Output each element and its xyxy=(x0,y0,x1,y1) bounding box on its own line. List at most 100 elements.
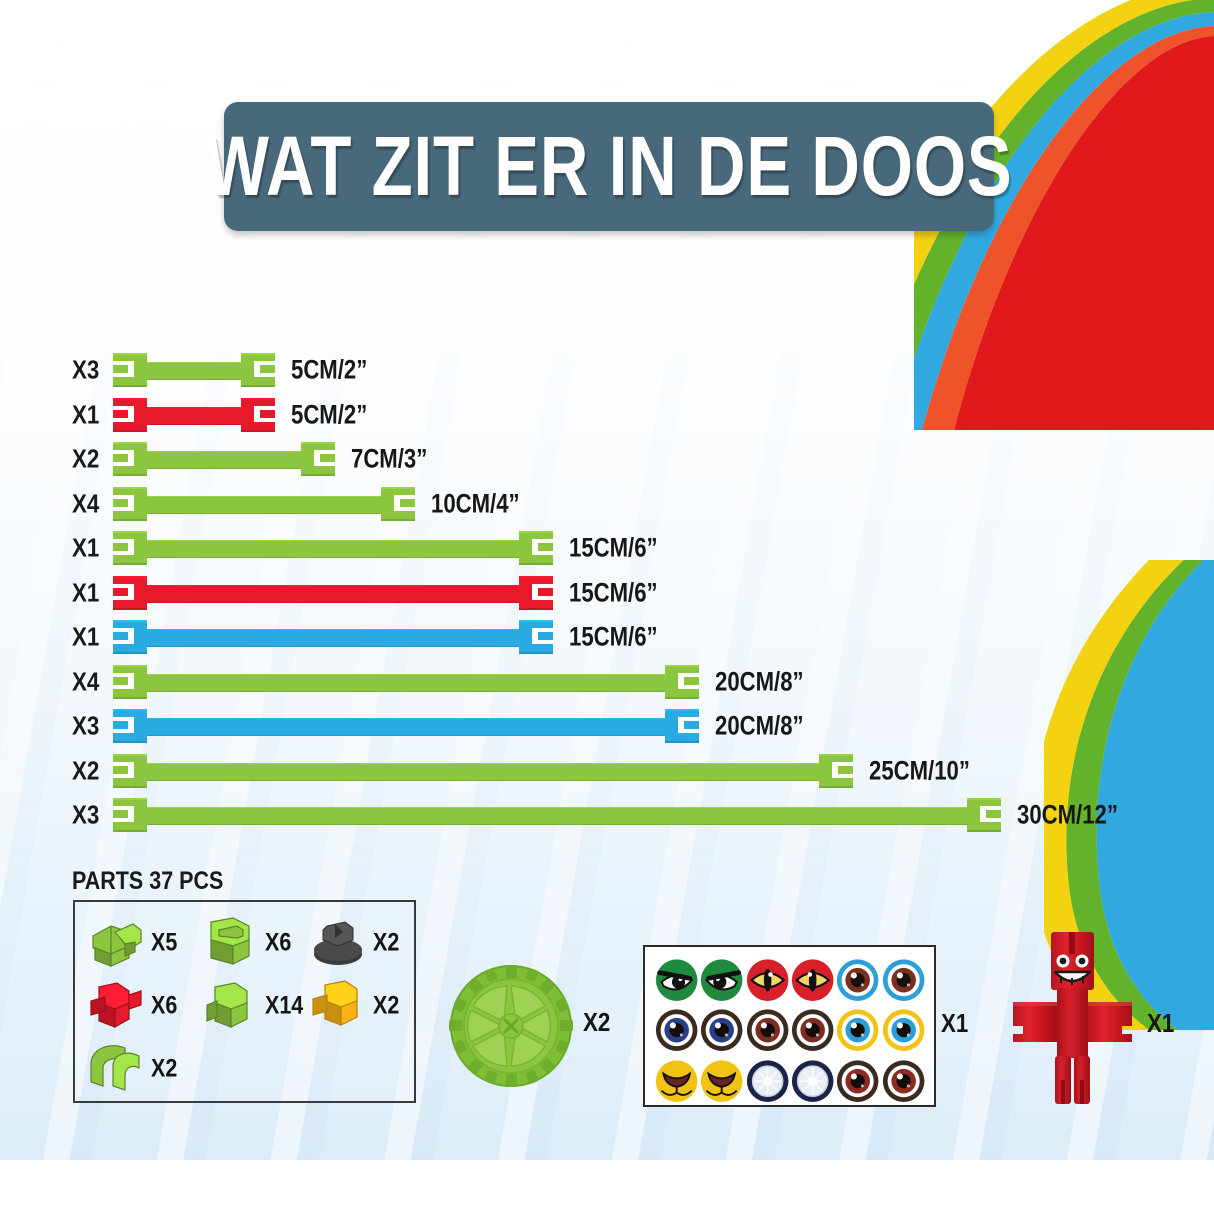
rod-qty: X3 xyxy=(72,799,100,830)
rod-graphic xyxy=(113,620,553,654)
rod-length-label: 15CM/6” xyxy=(569,621,658,652)
parts-box: X5 X6 X2 X6 X14 xyxy=(73,900,416,1103)
parts-heading: PARTS 37 PCS xyxy=(72,867,224,895)
figure-qty: X1 xyxy=(1147,1008,1175,1038)
rod-qty: X3 xyxy=(72,710,100,741)
rod-connector-end xyxy=(519,620,553,654)
rod-length-label: 5CM/2” xyxy=(291,399,368,429)
cap-disc-icon xyxy=(307,912,369,974)
sticker-cat-red-left xyxy=(745,955,790,1005)
rod-graphic xyxy=(113,664,699,699)
bottom-white-margin xyxy=(0,1160,1214,1214)
rod-row: X1 15CM/6” xyxy=(0,526,1214,570)
rod-connector-end xyxy=(665,709,699,743)
rod-length-label: 15CM/6” xyxy=(569,532,658,563)
part-qty: X6 xyxy=(151,991,178,1020)
sticker-ring-dark-brown-r xyxy=(790,1005,835,1055)
rod-qty: X1 xyxy=(72,621,100,652)
rod-graphic xyxy=(113,442,335,476)
rod-row: X4 20CM/8” xyxy=(0,660,1214,704)
rod-qty: X4 xyxy=(72,488,100,518)
rod-qty: X1 xyxy=(72,577,100,607)
rod-graphic xyxy=(113,709,699,743)
part-qty: X14 xyxy=(265,991,304,1020)
title-plate: WAT ZIT ER IN DE DOOS xyxy=(205,102,1013,231)
rod-connector-end xyxy=(113,753,147,788)
rod-graphic xyxy=(113,798,1001,832)
rod-connector-end xyxy=(967,798,1001,832)
connector-side-clip-icon xyxy=(199,912,261,974)
rod-length-label: 5CM/2” xyxy=(291,354,368,385)
rod-length-label: 20CM/8” xyxy=(715,710,804,741)
part-qty: X2 xyxy=(151,1054,178,1083)
rod-row: X2 25CM/10” xyxy=(0,749,1214,793)
sticker-ring-blue-brown-r xyxy=(881,955,926,1005)
sticker-grid xyxy=(654,955,926,1102)
sticker-ring-yellow-blue-r xyxy=(881,1005,926,1055)
sticker-nose-yellow-left xyxy=(654,1056,699,1106)
sticker-ring-brown-red-l xyxy=(835,1056,880,1106)
wheel-qty: X2 xyxy=(583,1007,611,1037)
sticker-ring-blue-brown-l xyxy=(835,955,880,1005)
rod-connector-end xyxy=(819,753,853,788)
sticker-ring-dark-blue-l xyxy=(654,1005,699,1055)
part-entry: X5 xyxy=(85,912,193,974)
sticker-nose-yellow-right xyxy=(699,1056,744,1106)
part-entry: X14 xyxy=(199,975,307,1037)
rod-graphic xyxy=(113,753,853,788)
rod-connector-end xyxy=(113,709,147,743)
part-entry: X2 xyxy=(307,975,415,1037)
sticker-cat-red-right xyxy=(790,955,835,1005)
rod-qty: X3 xyxy=(72,354,100,385)
rod-connector-end xyxy=(113,575,147,610)
part-entry: X2 xyxy=(85,1038,193,1100)
rod-row: X2 7CM/3” xyxy=(0,437,1214,481)
rod-connector-end xyxy=(241,397,275,432)
part-qty: X2 xyxy=(373,928,400,957)
page-title: WAT ZIT ER IN DE DOOS xyxy=(205,119,1013,213)
rod-graphic xyxy=(113,531,553,565)
rod-qty: X4 xyxy=(72,666,100,696)
red-character-figure-icon xyxy=(1005,928,1140,1108)
rod-connector-end xyxy=(381,486,415,521)
sticker-ring-brown-red-r xyxy=(881,1056,926,1106)
rod-connector-end xyxy=(113,353,147,387)
part-entry: X6 xyxy=(85,975,193,1037)
rod-row: X3 20CM/8” xyxy=(0,704,1214,748)
sticker-sheet-qty: X1 xyxy=(941,1008,969,1038)
connector-angle-icon xyxy=(307,975,369,1037)
rod-row: X1 15CM/6” xyxy=(0,571,1214,615)
rod-graphic xyxy=(113,575,553,610)
wheel-icon xyxy=(446,962,576,1090)
rod-connector-end xyxy=(241,353,275,387)
connector-double-clip-icon xyxy=(85,912,147,974)
sticker-ring-dark-blue-r xyxy=(699,1005,744,1055)
rod-graphic xyxy=(113,486,415,521)
connector-straight-icon xyxy=(199,975,261,1037)
rod-connector-end xyxy=(519,531,553,565)
rod-qty: X1 xyxy=(72,532,100,563)
rod-length-label: 7CM/3” xyxy=(351,443,428,474)
rod-row: X1 5CM/2” xyxy=(0,393,1214,437)
rod-row: X3 5CM/2” xyxy=(0,348,1214,392)
sticker-glow-navy-left xyxy=(745,1056,790,1106)
sticker-angry-green-right xyxy=(699,955,744,1005)
rod-row: X4 10CM/4” xyxy=(0,482,1214,526)
connector-curve-icon xyxy=(85,1038,147,1100)
rod-qty: X2 xyxy=(72,443,100,474)
rod-length-label: 20CM/8” xyxy=(715,666,804,696)
rod-connector-end xyxy=(113,620,147,654)
part-entry: X2 xyxy=(307,912,415,974)
rod-graphic xyxy=(113,397,275,432)
sticker-ring-dark-brown-l xyxy=(745,1005,790,1055)
part-qty: X6 xyxy=(265,928,292,957)
rod-length-label: 30CM/12” xyxy=(1017,799,1118,830)
rod-connector-end xyxy=(113,397,147,432)
rod-connector-end xyxy=(665,664,699,699)
sticker-angry-green-left xyxy=(654,955,699,1005)
rod-connector-end xyxy=(519,575,553,610)
part-qty: X2 xyxy=(373,991,400,1020)
rod-connector-end xyxy=(113,442,147,476)
rod-qty: X1 xyxy=(72,399,100,429)
